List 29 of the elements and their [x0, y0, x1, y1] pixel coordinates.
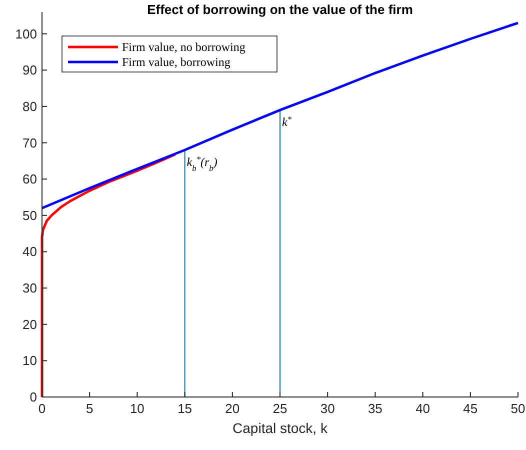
x-tick-label: 25: [272, 401, 288, 416]
x-tick-label: 15: [178, 401, 192, 416]
x-axis-title: Capital stock, k: [232, 420, 328, 436]
y-tick-label: 60: [22, 172, 37, 187]
x-tick-label: 50: [510, 401, 526, 416]
y-tick-label: 10: [22, 353, 37, 368]
y-tick-label: 0: [30, 390, 37, 404]
line-series: [40, 22, 520, 210]
y-tick-label: 70: [22, 135, 37, 150]
ref-line-label: k$_{b}$$^{*}$(r$_{b}$): [186, 154, 218, 173]
y-tick-label: 50: [22, 208, 37, 223]
line-series: [40, 153, 177, 398]
x-tick-label: 10: [130, 401, 144, 416]
x-tick-label: 40: [416, 401, 430, 416]
chart-title: Effect of borrowing on the value of the firm: [147, 2, 413, 17]
y-tick-label: 100: [15, 26, 37, 42]
legend-label: Firm value, no borrowing: [122, 40, 246, 54]
x-tick-label: 45: [463, 401, 478, 416]
y-tick-label: 20: [22, 316, 37, 332]
y-tick-label: 90: [22, 62, 37, 78]
x-tick-label: 5: [86, 401, 94, 416]
y-tick-label: 30: [22, 280, 37, 296]
ref-line-label: k$^{*}$: [282, 114, 292, 130]
x-tick-label: 35: [368, 401, 382, 416]
legend-label: Firm value, borrowing: [122, 55, 230, 69]
y-tick-label: 40: [22, 244, 37, 260]
x-tick-label: 30: [320, 401, 335, 416]
y-tick-label: 80: [22, 98, 37, 114]
x-tick-label: 20: [225, 401, 240, 416]
